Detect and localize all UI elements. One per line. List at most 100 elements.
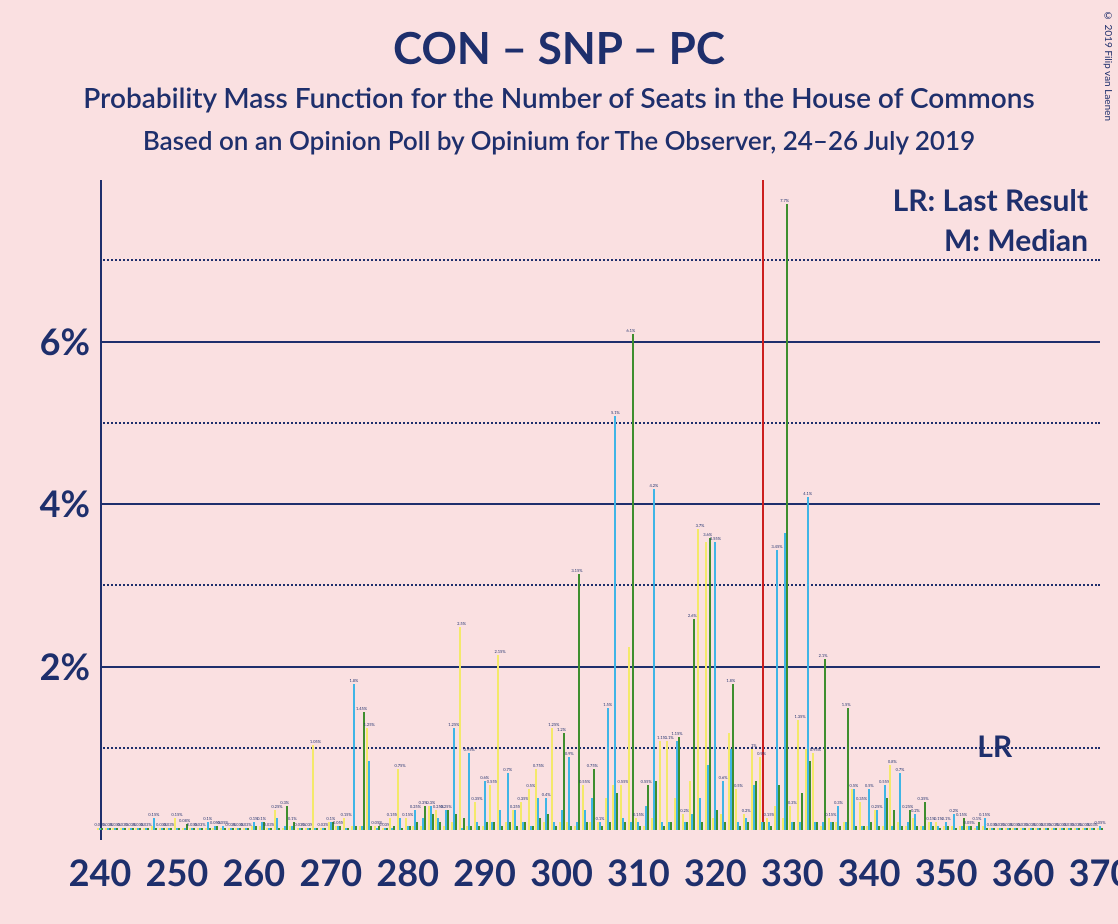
plot-area: 2%4%6%2402502602702802903003103203303403… <box>100 180 1100 840</box>
y-tick-label: 6% <box>10 319 90 363</box>
bar-green <box>770 826 772 830</box>
bar-yellow <box>551 728 553 830</box>
bar-value-label: 1% <box>747 743 761 748</box>
bar-value-label: 0.95% <box>462 747 476 752</box>
bar-value-label: 3.7% <box>693 523 707 528</box>
bar-value-label: 1.15% <box>670 731 684 736</box>
bar-green <box>901 826 903 830</box>
bar-green <box>763 822 765 830</box>
bar-green <box>301 828 303 830</box>
x-tick-label: 280 <box>368 850 448 894</box>
bar-blue <box>468 753 470 830</box>
bar-green <box>578 574 580 830</box>
bar-green <box>570 826 572 830</box>
gridline-major <box>100 503 1100 505</box>
bar-green <box>601 826 603 830</box>
bar-green <box>801 793 803 830</box>
bar-value-label: 1.05% <box>308 739 322 744</box>
bar-green <box>455 814 457 830</box>
bar-value-label: 0.55% <box>578 779 592 784</box>
bar-green <box>432 814 434 830</box>
bar-green <box>339 826 341 830</box>
bar-value-label: 2.1% <box>816 653 830 658</box>
x-tick-label: 340 <box>829 850 909 894</box>
bar-value-label: 1.45% <box>355 706 369 711</box>
bar-green <box>509 822 511 830</box>
x-tick-label: 290 <box>445 850 525 894</box>
y-tick-label: 4% <box>10 481 90 525</box>
bar-value-label: 0.75% <box>393 763 407 768</box>
bar-green <box>255 826 257 830</box>
bar-green <box>709 538 711 831</box>
bar-blue <box>653 489 655 830</box>
bar-value-label: 0.7% <box>501 767 515 772</box>
x-tick-label: 320 <box>675 850 755 894</box>
gridline-major <box>100 341 1100 343</box>
bar-blue <box>714 542 716 830</box>
bar-value-label: 1.8% <box>347 678 361 683</box>
bar-green <box>239 828 241 830</box>
bar-yellow <box>697 529 699 830</box>
x-tick-label: 310 <box>598 850 678 894</box>
bar-value-label: 0.25% <box>439 804 453 809</box>
bar-green <box>655 781 657 830</box>
bar-green <box>663 826 665 830</box>
bar-value-label: 1.8% <box>724 678 738 683</box>
bar-green <box>1101 828 1103 830</box>
x-tick-label: 360 <box>983 850 1063 894</box>
x-tick-label: 350 <box>906 850 986 894</box>
bar-green <box>524 822 526 830</box>
bar-green <box>1086 828 1088 830</box>
bar-value-label: 1.35% <box>793 714 807 719</box>
chart-title: CON – SNP – PC <box>0 22 1118 74</box>
bar-green <box>470 826 472 830</box>
bar-green <box>232 828 234 830</box>
x-tick-label: 330 <box>752 850 832 894</box>
bar-yellow <box>759 757 761 830</box>
x-tick-label: 250 <box>137 850 217 894</box>
bar-green <box>278 828 280 830</box>
legend-median: M: Median <box>944 222 1088 258</box>
bar-value-label: 0.15% <box>339 812 353 817</box>
bar-value-label: 4.1% <box>801 491 815 496</box>
bar-value-label: 1.2% <box>555 727 569 732</box>
bar-green <box>855 826 857 830</box>
bar-green <box>939 828 941 830</box>
bar-green <box>778 785 780 830</box>
bar-value-label: 0.35% <box>916 796 930 801</box>
bar-blue <box>607 708 609 830</box>
bar-green <box>1016 828 1018 830</box>
bar-green <box>547 814 549 830</box>
bar-green <box>1078 828 1080 830</box>
bar-green <box>163 828 165 830</box>
bar-value-label: 0.5% <box>731 783 745 788</box>
bar-value-label: 0.35% <box>470 796 484 801</box>
bar-green <box>209 828 211 830</box>
bar-value-label: 7.7% <box>778 198 792 203</box>
bar-green <box>955 828 957 830</box>
bar-value-label: 3.55% <box>708 536 722 541</box>
bar-green <box>586 822 588 830</box>
bar-green <box>386 828 388 830</box>
bar-green <box>839 826 841 830</box>
bar-green <box>978 822 980 830</box>
bar-green <box>478 826 480 830</box>
bar-value-label: 1.25% <box>362 722 376 727</box>
bar-green <box>147 828 149 830</box>
bar-green <box>1009 828 1011 830</box>
bar-value-label: 4.2% <box>647 483 661 488</box>
bar-green <box>393 826 395 830</box>
bar-green <box>555 826 557 830</box>
bar-green <box>624 822 626 830</box>
bar-green <box>886 798 888 831</box>
bar-green <box>493 822 495 830</box>
bar-green <box>739 826 741 830</box>
bar-blue <box>899 773 901 830</box>
bar-green <box>439 822 441 830</box>
bar-green <box>416 822 418 830</box>
legend-last-result: LR: Last Result <box>893 182 1088 218</box>
bar-green <box>101 828 103 830</box>
last-result-label: LR <box>977 728 1012 764</box>
x-tick-label: 370 <box>1060 850 1118 894</box>
gridline-major <box>100 666 1100 668</box>
